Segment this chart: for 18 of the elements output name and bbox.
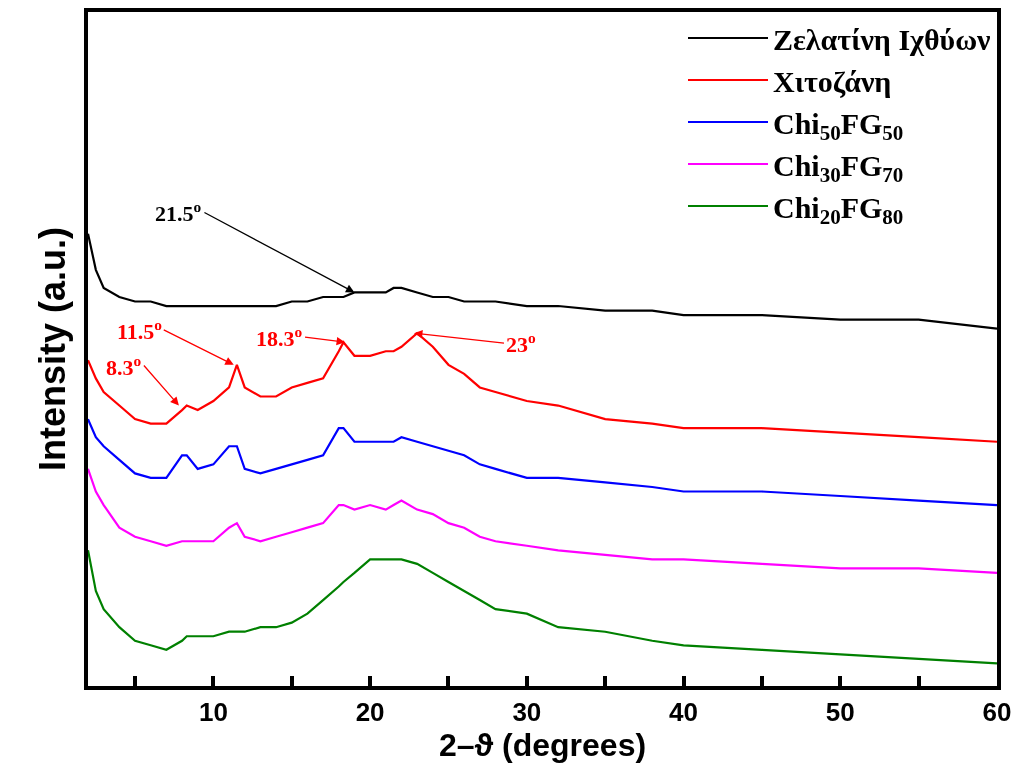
annotation: 21.5$^{o}$ <box>155 198 202 227</box>
x-tick-label: 10 <box>198 697 228 728</box>
annotation: 18.3$^{o}$ <box>256 323 303 352</box>
legend-label: Ζελατίνη Ιχθύων <box>773 22 992 56</box>
annotation: 8.3$^{o}$ <box>106 352 142 381</box>
x-axis-title: 2–ϑ (degrees) <box>438 727 647 764</box>
x-tick-label: 20 <box>355 697 385 728</box>
legend-label: Chi$_{20}$FG$_{80}$ <box>773 190 904 229</box>
x-tick-label: 30 <box>512 697 542 728</box>
x-tick-label: 60 <box>982 697 1012 728</box>
y-axis-title: Intensity (a.u.) <box>32 226 74 472</box>
annotation: 23$^{o}$ <box>506 329 536 358</box>
annotation: 11.5$^{o}$ <box>117 316 163 345</box>
x-tick-label: 40 <box>669 697 699 728</box>
legend-label: Chi$_{30}$FG$_{70}$ <box>773 148 904 187</box>
x-tick-label: 50 <box>825 697 855 728</box>
legend-label: Χιτοζάνη <box>773 64 892 98</box>
legend-label: Chi$_{50}$FG$_{50}$ <box>773 106 904 145</box>
